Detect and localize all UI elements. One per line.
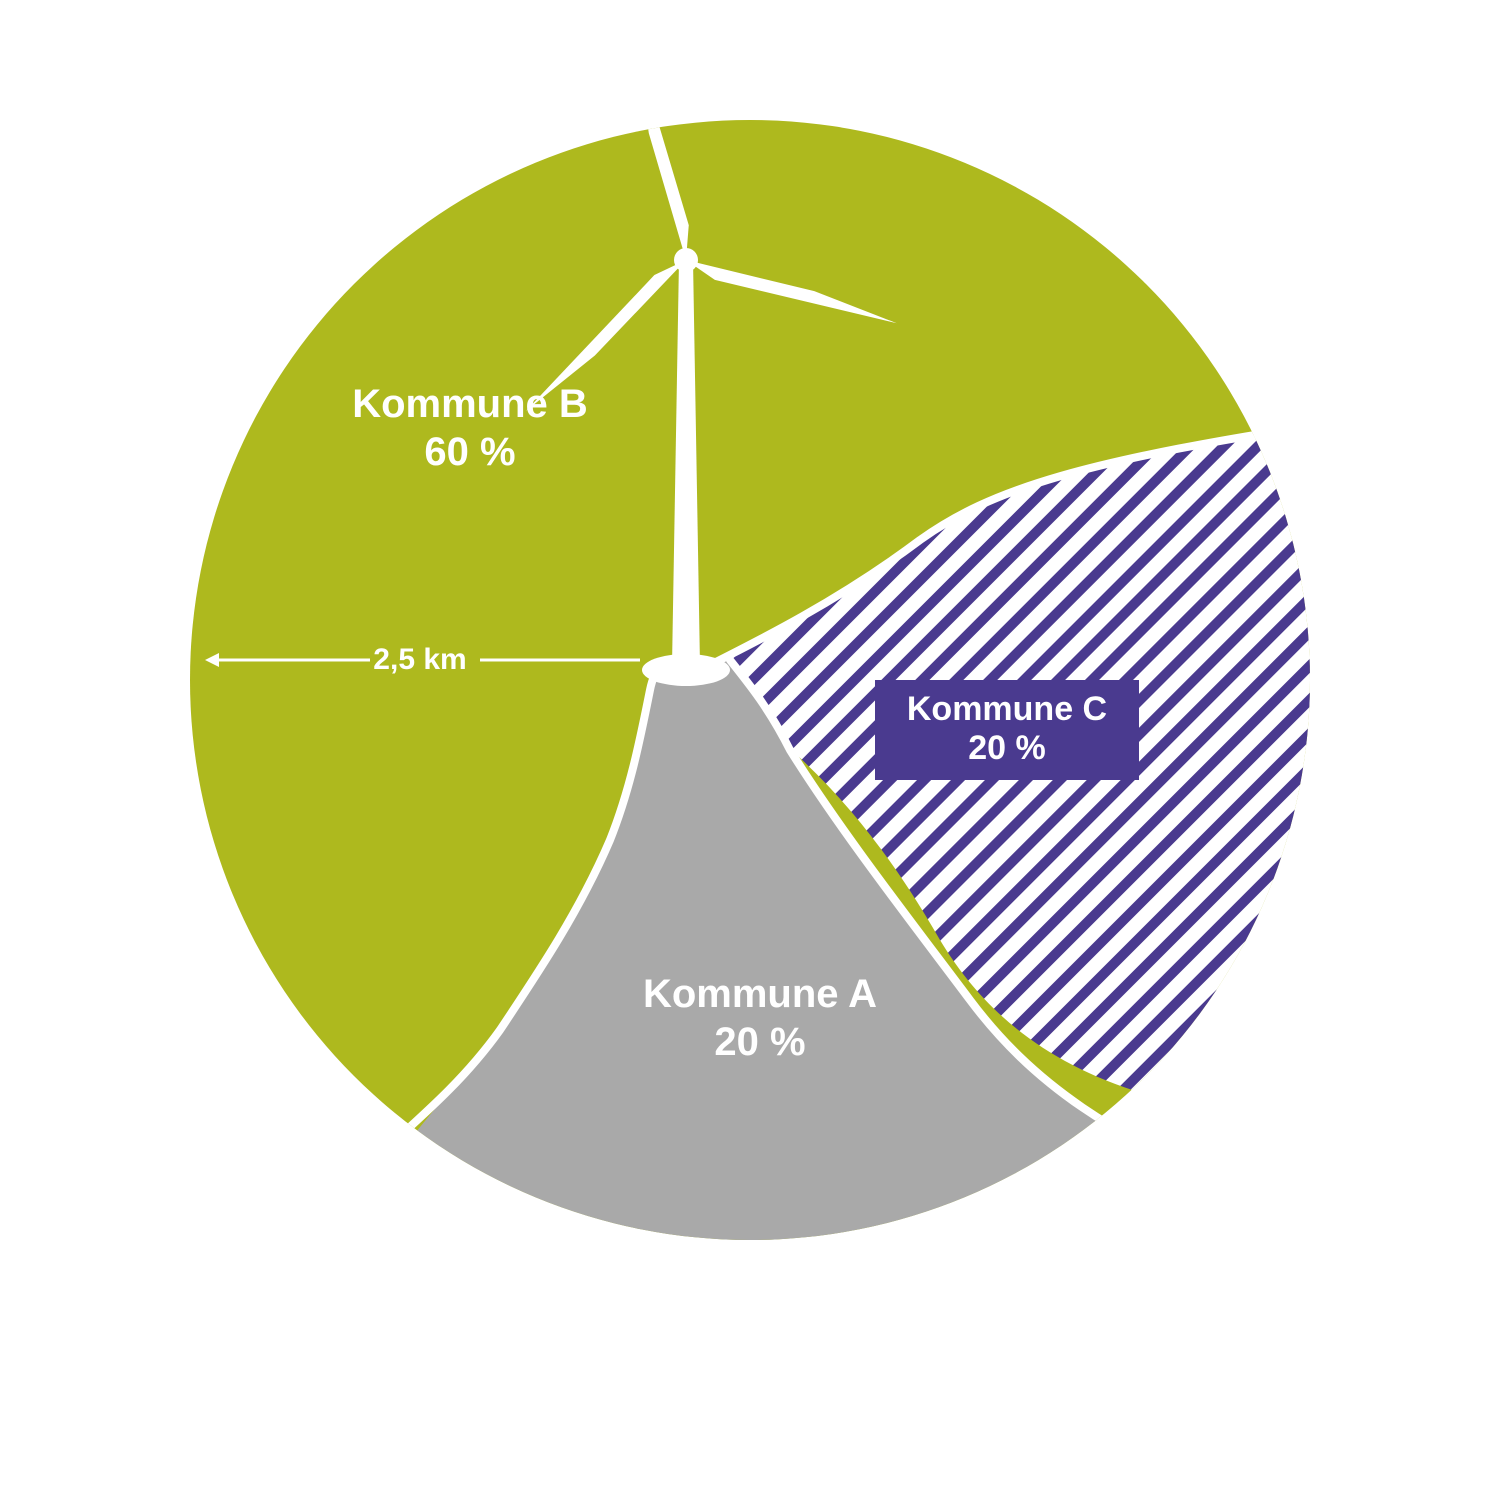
region-b-name: Kommune B: [320, 380, 620, 428]
diagram-root: Kommune B 60 % Kommune A 20 % Kommune C …: [0, 0, 1500, 1500]
region-c-pct: 20 %: [968, 729, 1046, 767]
region-a-pct: 20 %: [610, 1018, 910, 1066]
region-a-name: Kommune A: [610, 970, 910, 1018]
region-c-label: Kommune C 20 %: [875, 680, 1139, 780]
distance-label: 2,5 km: [340, 643, 500, 677]
region-b-label: Kommune B 60 %: [320, 380, 620, 476]
distance-text: 2,5 km: [373, 643, 466, 676]
region-b-pct: 60 %: [320, 428, 620, 476]
diagram-svg: [0, 0, 1500, 1500]
region-a-label: Kommune A 20 %: [610, 970, 910, 1066]
region-c-name: Kommune C: [907, 690, 1107, 728]
